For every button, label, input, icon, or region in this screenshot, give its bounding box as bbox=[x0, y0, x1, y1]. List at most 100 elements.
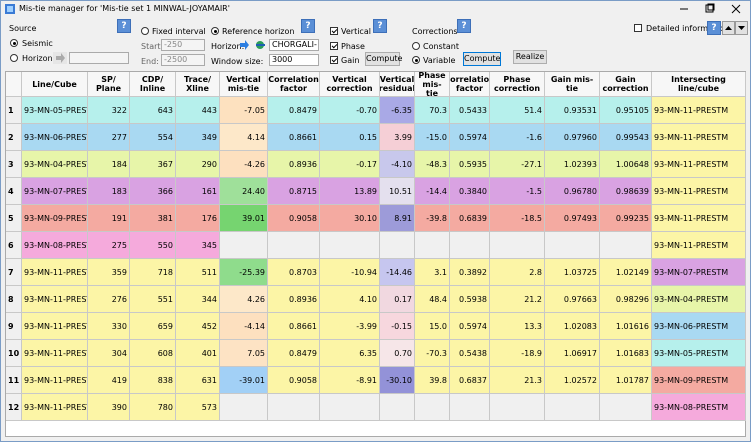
help-button[interactable]: ? bbox=[301, 19, 315, 33]
table-cell: -70.3 bbox=[415, 340, 450, 367]
column-header[interactable]: Vertical mis-tie bbox=[220, 72, 268, 97]
column-header[interactable]: Correlation factor bbox=[450, 72, 490, 97]
constant-radio[interactable] bbox=[412, 42, 420, 50]
reference-horizon-radio[interactable] bbox=[211, 27, 219, 35]
table-cell: 349 bbox=[176, 124, 220, 151]
window-controls[interactable] bbox=[677, 3, 749, 15]
line-name: 93-MN-05-PRESTM bbox=[22, 97, 88, 124]
table-cell: 419 bbox=[88, 367, 130, 394]
help-button[interactable]: ? bbox=[707, 21, 721, 35]
column-header[interactable]: Line/Cube bbox=[22, 72, 88, 97]
table-cell: 304 bbox=[88, 340, 130, 367]
table-cell: 608 bbox=[130, 340, 176, 367]
end-input[interactable]: -2500 bbox=[161, 54, 205, 66]
table-cell: 15.0 bbox=[415, 313, 450, 340]
table-cell: 30.10 bbox=[320, 205, 380, 232]
table-cell: 322 bbox=[88, 97, 130, 124]
table-cell: -39.8 bbox=[415, 205, 450, 232]
realize-button[interactable]: Realize bbox=[513, 50, 547, 64]
gain-checkbox[interactable] bbox=[330, 56, 338, 64]
table-cell: 24.40 bbox=[220, 178, 268, 205]
line-name: 93-MN-04-PRESTM bbox=[22, 151, 88, 178]
window-size-input[interactable]: 3000 bbox=[269, 54, 319, 66]
table-cell: 275 bbox=[88, 232, 130, 259]
column-header[interactable]: Gain correction bbox=[600, 72, 652, 97]
column-header[interactable]: CDP/ Inline bbox=[130, 72, 176, 97]
help-button[interactable]: ? bbox=[457, 19, 471, 33]
column-header[interactable]: Trace/ Xline bbox=[176, 72, 220, 97]
column-header[interactable] bbox=[6, 72, 22, 97]
table-cell: 0.5974 bbox=[450, 313, 490, 340]
help-button[interactable]: ? bbox=[373, 19, 387, 33]
phase-label: Phase bbox=[341, 42, 365, 51]
horizon-name-input[interactable]: CHORGALI- bbox=[269, 39, 319, 51]
table-cell: 1.02149 bbox=[600, 259, 652, 286]
horizon-label: Horizon: bbox=[22, 54, 56, 63]
table-cell: 290 bbox=[176, 151, 220, 178]
intersecting-line: 93-MN-06-PRESTM bbox=[652, 313, 746, 340]
table-cell: 3.99 bbox=[380, 124, 415, 151]
table-cell: 1.01787 bbox=[600, 367, 652, 394]
seismic-label: Seismic bbox=[22, 39, 53, 48]
intersecting-line: 93-MN-09-PRESTM bbox=[652, 367, 746, 394]
constant-label: Constant bbox=[423, 42, 459, 51]
horizon-input[interactable] bbox=[69, 52, 129, 64]
table-cell: 0.8936 bbox=[268, 151, 320, 178]
column-header[interactable]: Correlation factor bbox=[268, 72, 320, 97]
table-cell: -4.26 bbox=[220, 151, 268, 178]
table-cell: 390 bbox=[88, 394, 130, 421]
table-cell: 1.02083 bbox=[545, 313, 600, 340]
column-header[interactable]: Intersecting line/cube bbox=[652, 72, 746, 97]
table-cell: 0.17 bbox=[380, 286, 415, 313]
seismic-radio[interactable] bbox=[10, 39, 18, 47]
table-cell: 0.5938 bbox=[450, 286, 490, 313]
intersecting-line: 93-MN-11-PRESTM bbox=[652, 151, 746, 178]
start-input[interactable]: -250 bbox=[161, 39, 205, 51]
horizon-radio[interactable] bbox=[10, 54, 18, 62]
table-cell bbox=[490, 394, 545, 421]
corrections-label: Corrections bbox=[412, 27, 458, 36]
sort-buttons[interactable] bbox=[722, 21, 748, 35]
horizon-icons[interactable] bbox=[239, 39, 269, 51]
table-cell: 39.01 bbox=[220, 205, 268, 232]
table-cell: -30.10 bbox=[380, 367, 415, 394]
row-number: 9 bbox=[6, 313, 22, 340]
detailed-info-checkbox[interactable] bbox=[634, 24, 642, 32]
table-cell: 573 bbox=[176, 394, 220, 421]
column-header[interactable]: Vertical correction bbox=[320, 72, 380, 97]
table-cell: 367 bbox=[130, 151, 176, 178]
table-cell: 452 bbox=[176, 313, 220, 340]
table-cell: 3.1 bbox=[415, 259, 450, 286]
table-cell: 276 bbox=[88, 286, 130, 313]
table-cell: 0.8715 bbox=[268, 178, 320, 205]
variable-label: Variable bbox=[423, 56, 456, 65]
table-cell: 1.06917 bbox=[545, 340, 600, 367]
compute-button[interactable]: Compute bbox=[365, 52, 402, 66]
table-cell: 659 bbox=[130, 313, 176, 340]
table-cell: 48.4 bbox=[415, 286, 450, 313]
table-cell bbox=[450, 232, 490, 259]
table-cell: 359 bbox=[88, 259, 130, 286]
column-header[interactable]: Phase mis-tie bbox=[415, 72, 450, 97]
table-cell: 161 bbox=[176, 178, 220, 205]
table-cell: 0.5433 bbox=[450, 97, 490, 124]
table-cell: 0.5974 bbox=[450, 124, 490, 151]
table-cell: 550 bbox=[130, 232, 176, 259]
table-cell: 0.96780 bbox=[545, 178, 600, 205]
fixed-interval-radio[interactable] bbox=[141, 27, 149, 35]
variable-radio[interactable] bbox=[412, 56, 420, 64]
column-header[interactable]: Vertical residual bbox=[380, 72, 415, 97]
column-header[interactable]: SP/ Plane bbox=[88, 72, 130, 97]
vertical-checkbox[interactable] bbox=[330, 27, 338, 35]
phase-checkbox[interactable] bbox=[330, 42, 338, 50]
column-header[interactable]: Gain mis-tie bbox=[545, 72, 600, 97]
column-header[interactable]: Phase correction bbox=[490, 72, 545, 97]
horizon-select-button[interactable] bbox=[53, 52, 67, 64]
compute-corrections-button[interactable]: Compute bbox=[463, 52, 501, 66]
table-cell: 0.70 bbox=[380, 340, 415, 367]
help-button[interactable]: ? bbox=[117, 19, 131, 33]
table-cell: -48.3 bbox=[415, 151, 450, 178]
table-cell bbox=[320, 394, 380, 421]
table-cell: -14.4 bbox=[415, 178, 450, 205]
line-name: 93-MN-11-PRESTM bbox=[22, 367, 88, 394]
